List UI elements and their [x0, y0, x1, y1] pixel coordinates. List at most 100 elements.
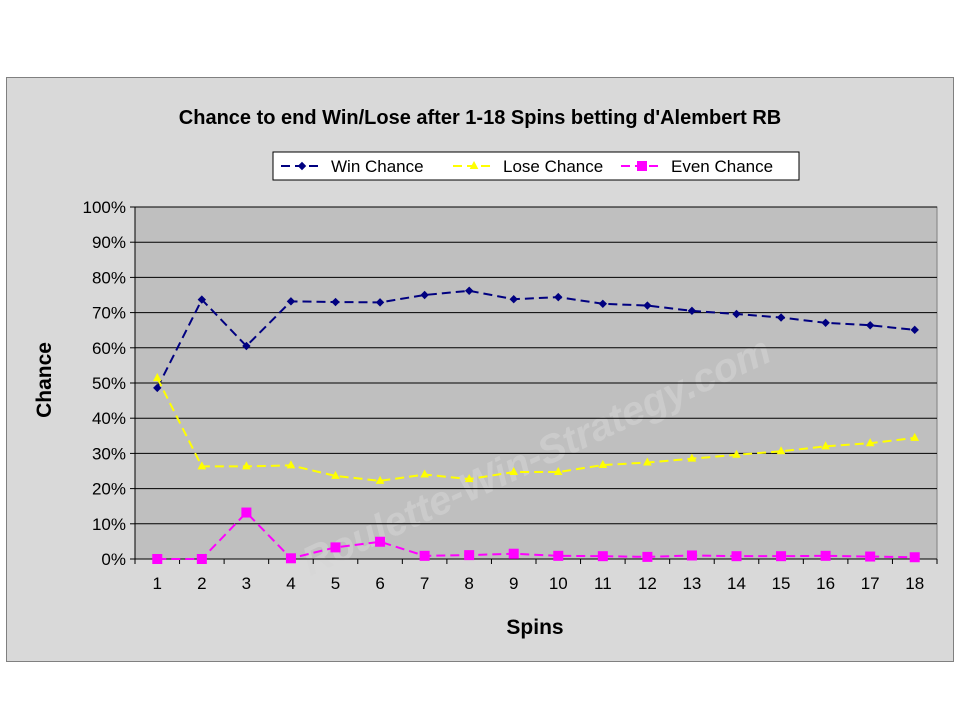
chart-area: Chance to end Win/Lose after 1-18 Spins …	[6, 77, 954, 662]
data-point	[375, 475, 385, 484]
y-axis-title: Chance	[33, 342, 56, 418]
data-point	[776, 446, 786, 455]
data-point	[732, 449, 741, 458]
x-tick-label: 1	[153, 574, 162, 593]
data-point	[241, 507, 252, 518]
y-tick-label: 10%	[92, 515, 126, 534]
x-tick-label: 6	[375, 574, 384, 593]
legend-label: Even Chance	[671, 157, 773, 176]
data-point	[865, 438, 875, 447]
legend-label: Win Chance	[331, 157, 424, 176]
data-point	[196, 554, 207, 564]
chart-title: Chance to end Win/Lose after 1-18 Spins …	[179, 107, 781, 129]
data-point	[776, 551, 787, 562]
x-tick-label: 2	[197, 574, 206, 593]
data-point	[776, 313, 786, 322]
y-tick-label: 20%	[92, 480, 126, 499]
data-point	[910, 432, 920, 441]
data-point	[375, 536, 386, 547]
y-tick-label: 90%	[92, 233, 126, 252]
data-point	[152, 373, 162, 382]
data-point	[286, 297, 296, 306]
data-point	[152, 554, 163, 564]
data-point	[686, 550, 697, 561]
data-point	[732, 309, 741, 319]
legend-label: Lose Chance	[503, 157, 603, 176]
y-tick-label: 40%	[92, 409, 126, 428]
data-point	[197, 295, 207, 304]
y-tick-label: 50%	[92, 374, 126, 393]
data-point	[375, 298, 385, 307]
y-tick-label: 0%	[101, 550, 126, 569]
data-point	[509, 295, 518, 304]
series-even-chance	[152, 507, 920, 564]
series-lose-chance	[152, 373, 920, 484]
data-point	[330, 542, 341, 553]
data-point	[821, 441, 830, 450]
legend-box	[272, 151, 800, 181]
data-point	[420, 290, 429, 300]
x-tick-label: 17	[861, 574, 880, 593]
data-point	[286, 460, 296, 469]
data-point	[687, 453, 697, 462]
data-point	[420, 469, 429, 478]
x-axis-title: Spins	[506, 616, 563, 639]
y-tick-label: 100%	[83, 198, 126, 217]
y-tick-label: 80%	[92, 268, 126, 287]
y-tick-label: 30%	[92, 444, 126, 463]
data-point	[643, 457, 652, 466]
data-point	[865, 551, 876, 562]
legend: Win Chance Lose Chance Even Chance	[272, 151, 800, 181]
legend-marker	[469, 160, 479, 169]
series-line	[156, 289, 915, 389]
data-point	[909, 552, 920, 563]
legend-item: Even Chance	[621, 157, 773, 176]
x-tick-label: 12	[638, 574, 657, 593]
data-point	[687, 306, 697, 316]
x-tick-label: 4	[286, 574, 295, 593]
plot-area: Roulette-Win-Strategy.com0%10%20%30%40%5…	[83, 198, 938, 593]
data-point	[553, 467, 563, 476]
x-tick-label: 13	[682, 574, 701, 593]
data-point	[821, 318, 830, 328]
data-point	[464, 550, 475, 561]
x-tick-label: 14	[727, 574, 746, 593]
x-tick-label: 18	[905, 574, 924, 593]
x-tick-label: 7	[420, 574, 429, 593]
data-point	[153, 383, 162, 393]
data-point	[865, 321, 875, 330]
data-point	[464, 474, 474, 483]
legend-item: Win Chance	[281, 157, 424, 176]
x-tick-label: 10	[549, 574, 568, 593]
data-point	[910, 325, 919, 335]
x-tick-label: 16	[816, 574, 835, 593]
x-tick-label: 15	[772, 574, 791, 593]
y-tick-label: 60%	[92, 339, 126, 358]
legend-marker	[297, 161, 307, 171]
data-point	[731, 551, 742, 562]
series-line	[156, 377, 915, 482]
x-tick-label: 5	[331, 574, 340, 593]
x-tick-label: 8	[464, 574, 473, 593]
data-point	[508, 548, 519, 559]
data-point	[598, 299, 608, 309]
data-point	[643, 301, 652, 310]
y-tick-label: 70%	[92, 304, 126, 323]
data-point	[509, 467, 519, 476]
data-point	[331, 470, 340, 479]
x-tick-label: 11	[594, 574, 612, 593]
series-line	[157, 511, 915, 560]
data-point	[597, 551, 608, 562]
data-point	[285, 553, 296, 564]
line-chart: Chance to end Win/Lose after 1-18 Spins …	[33, 107, 938, 639]
x-tick-label: 3	[242, 574, 251, 593]
data-point	[820, 550, 831, 561]
data-point	[554, 292, 563, 302]
data-point	[464, 286, 474, 295]
data-point	[419, 550, 430, 561]
x-tick-label: 9	[509, 574, 518, 593]
legend-marker	[637, 161, 647, 171]
data-point	[242, 461, 251, 470]
data-point	[553, 550, 564, 561]
series-win-chance	[153, 286, 919, 393]
